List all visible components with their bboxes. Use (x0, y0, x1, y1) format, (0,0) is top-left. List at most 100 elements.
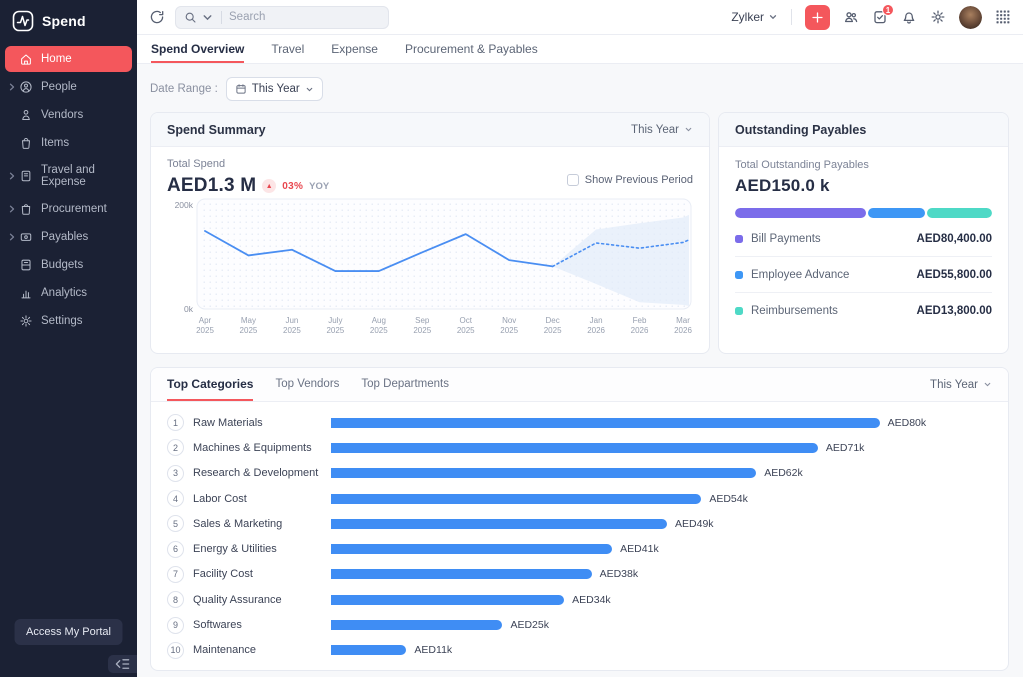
search-divider (221, 11, 222, 24)
sidebar-item-analytics[interactable]: Analytics (5, 280, 132, 306)
total-spend-value: AED1.3 M (167, 175, 256, 197)
category-bar[interactable] (331, 569, 592, 579)
category-value: AED38k (600, 568, 639, 580)
collapse-sidebar-icon[interactable] (108, 655, 137, 673)
avatar[interactable] (959, 6, 982, 29)
sidebar-item-label: Travel and Expense (41, 164, 124, 188)
tab-top-departments[interactable]: Top Departments (361, 368, 449, 401)
spend-summary-title: Spend Summary (167, 123, 266, 137)
payable-amount: AED55,800.00 (917, 269, 992, 281)
sidebar-item-people[interactable]: People (5, 74, 132, 100)
rank-badge: 3 (167, 465, 184, 482)
category-label: Facility Cost (193, 568, 331, 580)
org-name: Zylker (731, 10, 764, 24)
svg-text:Mar: Mar (676, 316, 690, 325)
tab-procurement-payables[interactable]: Procurement & Payables (405, 35, 538, 63)
sidebar-item-procurement[interactable]: Procurement (5, 196, 132, 222)
tab-top-vendors[interactable]: Top Vendors (275, 368, 339, 401)
category-value: AED71k (826, 442, 865, 454)
category-label: Raw Materials (193, 417, 331, 429)
svg-text:Dec: Dec (546, 316, 560, 325)
tab-expense[interactable]: Expense (331, 35, 378, 63)
sidebar-item-budgets[interactable]: Budgets (5, 252, 132, 278)
category-value: AED11k (414, 644, 452, 656)
plus-icon (811, 11, 824, 24)
bar-row-facility-cost: 7 Facility Cost AED38k (167, 562, 992, 587)
yoy-label: YOY (309, 181, 329, 192)
legend-swatch (735, 271, 743, 279)
sidebar-item-vendors[interactable]: Vendors (5, 102, 132, 128)
topbar-divider (791, 9, 792, 25)
category-bar[interactable] (331, 519, 667, 529)
svg-text:200k: 200k (175, 200, 194, 210)
dashboard-content: Date Range : This Year Spend Summary Thi… (137, 64, 1023, 677)
spend-summary-period-select[interactable]: This Year (631, 124, 693, 136)
svg-text:Nov: Nov (502, 316, 516, 325)
spend-summary-card: Spend Summary This Year Total Spend AED1… (150, 112, 710, 354)
app-logo: Spend (0, 0, 137, 42)
gear-icon[interactable] (930, 9, 946, 25)
sidebar-item-items[interactable]: Items (5, 130, 132, 156)
legend-swatch (735, 307, 743, 315)
category-value: AED25k (510, 619, 549, 631)
tab-spend-overview[interactable]: Spend Overview (151, 35, 244, 63)
chevron-down-icon (768, 12, 778, 22)
rank-badge: 6 (167, 541, 184, 558)
yoy-up-icon: ▲ (262, 179, 276, 193)
module-tabs: Spend Overview Travel Expense Procurement &… (137, 35, 1023, 64)
payables-breakdown-list: Bill PaymentsAED80,400.00Employee Advanc… (735, 221, 992, 328)
category-bar[interactable] (331, 620, 502, 630)
top-spend-period-select[interactable]: This Year (930, 379, 992, 391)
outstanding-payables-card: Outstanding Payables Total Outstanding P… (718, 112, 1009, 354)
date-range-picker[interactable]: This Year (226, 77, 323, 101)
category-value: AED54k (709, 493, 748, 505)
top-spend-tabs: Top Categories Top Vendors Top Departments (167, 368, 449, 401)
expand-chevron-icon[interactable] (8, 205, 16, 213)
sidebar-item-travel-and-expense[interactable]: Travel and Expense (5, 158, 132, 194)
tab-top-categories[interactable]: Top Categories (167, 368, 253, 401)
apps-grid-icon[interactable] (995, 9, 1011, 25)
users-icon[interactable] (843, 9, 859, 25)
rank-badge: 10 (167, 642, 184, 659)
sidebar-item-payables[interactable]: Payables (5, 224, 132, 250)
bar-row-raw-materials: 1Raw MaterialsAED80k (167, 410, 992, 435)
category-bar[interactable] (331, 595, 564, 605)
category-bar[interactable] (331, 645, 406, 655)
bell-icon[interactable] (901, 9, 917, 25)
category-label: Energy & Utilities (193, 543, 331, 555)
rank-badge: 2 (167, 439, 184, 456)
bar-row-sales-marketing: 5Sales & MarketingAED49k (167, 511, 992, 536)
search-scope-chevron-icon[interactable] (201, 11, 214, 24)
settings-icon (19, 314, 33, 328)
vendors-icon (19, 108, 33, 122)
tab-travel[interactable]: Travel (271, 35, 304, 63)
top-categories-bar-chart: 1Raw MaterialsAED80k2Machines & Equipmen… (151, 402, 1008, 663)
category-bar[interactable] (331, 468, 756, 478)
budgets-icon (19, 258, 33, 272)
expand-chevron-icon[interactable] (8, 233, 16, 241)
refresh-history-icon[interactable] (149, 9, 165, 25)
rank-badge: 7 (167, 566, 184, 583)
quick-create-button[interactable] (805, 5, 830, 30)
checkbox-icon[interactable] (567, 174, 579, 186)
svg-text:2025: 2025 (370, 326, 388, 335)
category-bar[interactable] (331, 544, 612, 554)
category-bar[interactable] (331, 494, 701, 504)
svg-text:2025: 2025 (196, 326, 214, 335)
expand-chevron-icon[interactable] (8, 83, 16, 91)
sidebar-item-home[interactable]: Home (5, 46, 132, 72)
category-bar[interactable] (331, 443, 818, 453)
top-spend-card: Top Categories Top Vendors Top Departments… (150, 367, 1009, 671)
access-my-portal-button[interactable]: Access My Portal (14, 619, 123, 645)
expand-chevron-icon[interactable] (8, 172, 16, 180)
rank-badge: 8 (167, 591, 184, 608)
sidebar-item-settings[interactable]: Settings (5, 308, 132, 334)
approvals-icon[interactable]: 1 (872, 9, 888, 25)
org-switcher[interactable]: Zylker (731, 10, 778, 24)
show-previous-period-toggle[interactable]: Show Previous Period (567, 174, 693, 186)
search-input[interactable] (229, 11, 349, 23)
global-search[interactable] (175, 6, 389, 29)
category-bar[interactable] (331, 418, 880, 428)
category-value: AED49k (675, 518, 714, 530)
home-icon (19, 52, 33, 66)
